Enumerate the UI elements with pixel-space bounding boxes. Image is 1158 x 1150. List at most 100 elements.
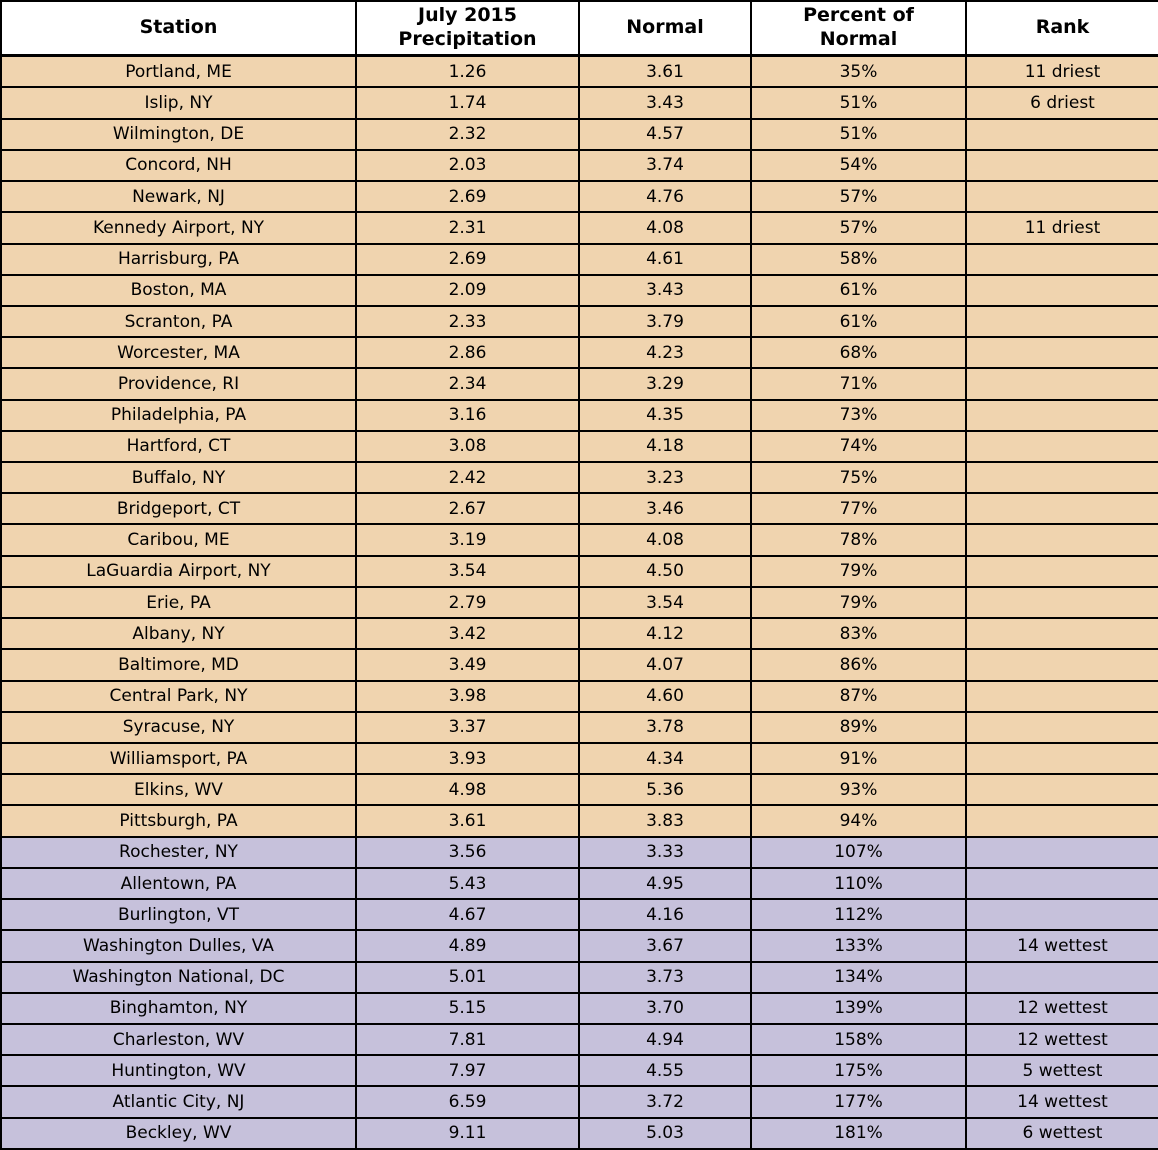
table-row: Philadelphia, PA 3.16 4.35 73% [0, 398, 1158, 432]
table-row: Pittsburgh, PA 3.61 3.83 94% [0, 804, 1158, 838]
cell-precipitation: 2.69 [355, 242, 580, 276]
cell-rank [965, 242, 1158, 276]
cell-station: Elkins, WV [0, 773, 357, 807]
cell-precipitation: 3.19 [355, 523, 580, 557]
cell-precipitation: 3.93 [355, 742, 580, 776]
table-row: Newark, NJ 2.69 4.76 57% [0, 180, 1158, 214]
cell-normal: 3.23 [578, 461, 752, 495]
cell-percent_of_normal: 177% [750, 1085, 967, 1119]
table-row: Hartford, CT 3.08 4.18 74% [0, 429, 1158, 464]
cell-normal: 3.67 [578, 929, 752, 963]
cell-precipitation: 5.15 [355, 991, 580, 1025]
cell-normal: 3.73 [578, 960, 752, 994]
cell-rank [965, 710, 1158, 745]
cell-percent_of_normal: 79% [750, 554, 967, 588]
cell-normal: 4.57 [578, 117, 752, 151]
cell-precipitation: 2.31 [355, 211, 580, 245]
cell-normal: 4.61 [578, 242, 752, 276]
table-row: Scranton, PA 2.33 3.79 61% [0, 304, 1158, 339]
cell-normal: 4.60 [578, 679, 752, 713]
cell-station: Williamsport, PA [0, 742, 357, 776]
cell-normal: 4.08 [578, 523, 752, 557]
cell-precipitation: 2.34 [355, 367, 580, 401]
cell-rank [965, 429, 1158, 464]
cell-station: Erie, PA [0, 585, 357, 620]
cell-station: Bridgeport, CT [0, 492, 357, 526]
cell-rank: 14 wettest [965, 1085, 1158, 1119]
cell-normal: 4.08 [578, 211, 752, 245]
cell-normal: 5.03 [578, 1116, 752, 1150]
cell-normal: 4.07 [578, 648, 752, 682]
cell-percent_of_normal: 75% [750, 461, 967, 495]
cell-normal: 3.74 [578, 148, 752, 183]
cell-station: Binghamton, NY [0, 991, 357, 1025]
cell-rank [965, 679, 1158, 713]
cell-station: Hartford, CT [0, 429, 357, 464]
cell-precipitation: 9.11 [355, 1116, 580, 1150]
cell-station: Syracuse, NY [0, 710, 357, 745]
cell-precipitation: 2.86 [355, 336, 580, 370]
cell-percent_of_normal: 110% [750, 866, 967, 901]
table-row: Worcester, MA 2.86 4.23 68% [0, 336, 1158, 370]
table-row: Kennedy Airport, NY 2.31 4.08 57% 11 driest [0, 211, 1158, 245]
cell-normal: 3.61 [578, 54, 752, 89]
cell-station: Huntington, WV [0, 1054, 357, 1088]
cell-normal: 3.46 [578, 492, 752, 526]
cell-precipitation: 5.43 [355, 866, 580, 901]
cell-station: Baltimore, MD [0, 648, 357, 682]
cell-precipitation: 3.98 [355, 679, 580, 713]
cell-rank [965, 898, 1158, 932]
cell-normal: 4.18 [578, 429, 752, 464]
cell-precipitation: 2.33 [355, 304, 580, 339]
cell-rank [965, 554, 1158, 588]
cell-percent_of_normal: 51% [750, 86, 967, 120]
table-row: Bridgeport, CT 2.67 3.46 77% [0, 492, 1158, 526]
cell-rank [965, 742, 1158, 776]
column-header-rank: Rank [965, 0, 1158, 57]
cell-normal: 3.83 [578, 804, 752, 838]
table-row: Baltimore, MD 3.49 4.07 86% [0, 648, 1158, 682]
table-row: Washington Dulles, VA 4.89 3.67 133% 14 wett… [0, 929, 1158, 963]
cell-station: Atlantic City, NJ [0, 1085, 357, 1119]
cell-station: Allentown, PA [0, 866, 357, 901]
cell-rank: 11 driest [965, 211, 1158, 245]
cell-percent_of_normal: 134% [750, 960, 967, 994]
table-row: Washington National, DC 5.01 3.73 134% [0, 960, 1158, 994]
cell-station: Wilmington, DE [0, 117, 357, 151]
cell-percent_of_normal: 61% [750, 304, 967, 339]
cell-rank [965, 398, 1158, 432]
cell-rank [965, 367, 1158, 401]
cell-precipitation: 4.67 [355, 898, 580, 932]
cell-precipitation: 2.79 [355, 585, 580, 620]
table-row: Buffalo, NY 2.42 3.23 75% [0, 461, 1158, 495]
cell-station: Beckley, WV [0, 1116, 357, 1150]
cell-percent_of_normal: 86% [750, 648, 967, 682]
cell-percent_of_normal: 61% [750, 273, 967, 307]
cell-normal: 4.34 [578, 742, 752, 776]
table-row: Allentown, PA 5.43 4.95 110% [0, 866, 1158, 901]
cell-percent_of_normal: 93% [750, 773, 967, 807]
cell-percent_of_normal: 68% [750, 336, 967, 370]
table-row: Harrisburg, PA 2.69 4.61 58% [0, 242, 1158, 276]
cell-normal: 4.76 [578, 180, 752, 214]
cell-normal: 4.35 [578, 398, 752, 432]
cell-normal: 4.12 [578, 617, 752, 651]
cell-rank: 6 driest [965, 86, 1158, 120]
cell-precipitation: 7.81 [355, 1022, 580, 1057]
table-row: Erie, PA 2.79 3.54 79% [0, 585, 1158, 620]
cell-precipitation: 4.98 [355, 773, 580, 807]
table-row: Rochester, NY 3.56 3.33 107% [0, 835, 1158, 869]
cell-station: Providence, RI [0, 367, 357, 401]
cell-rank [965, 648, 1158, 682]
cell-percent_of_normal: 35% [750, 54, 967, 89]
cell-percent_of_normal: 175% [750, 1054, 967, 1088]
cell-percent_of_normal: 57% [750, 180, 967, 214]
cell-precipitation: 3.49 [355, 648, 580, 682]
cell-rank: 12 wettest [965, 991, 1158, 1025]
cell-precipitation: 6.59 [355, 1085, 580, 1119]
cell-station: Charleston, WV [0, 1022, 357, 1057]
cell-precipitation: 3.42 [355, 617, 580, 651]
table-row: Beckley, WV 9.11 5.03 181% 6 wettest [0, 1116, 1158, 1150]
